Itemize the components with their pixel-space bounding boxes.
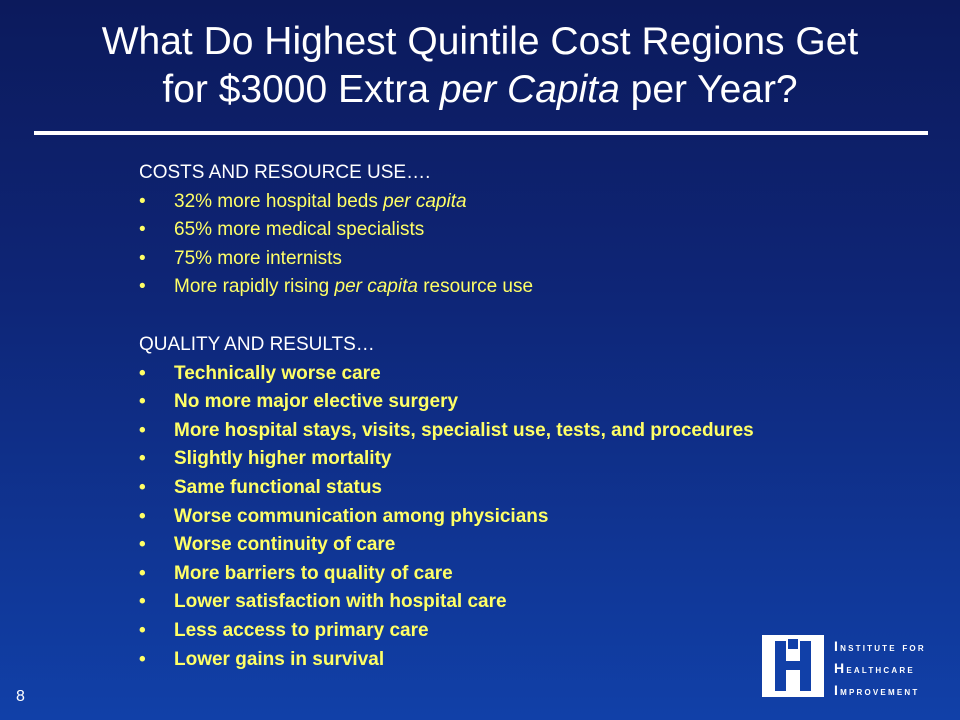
quality-list-item: • Lower satisfaction with hospital care (139, 588, 899, 617)
costs-list-item: • 65% more medical specialists (139, 216, 899, 245)
quality-item-text: Same functional status (174, 476, 382, 498)
slide-title: What Do Highest Quintile Cost Regions Ge… (30, 18, 930, 114)
quality-list-item: • More hospital stays, visits, specialist… (139, 417, 899, 446)
costs-section: COSTS AND RESOURCE USE…. • 32% more hospi… (139, 159, 899, 302)
ihi-logo-mark-icon (762, 635, 824, 697)
quality-list-item: • Less access to primary care (139, 617, 899, 646)
costs-item-text: More rapidly rising per capita resource … (174, 273, 533, 302)
bullet-dot: • (139, 419, 146, 441)
quality-list-item: • Same functional status (139, 474, 899, 503)
quality-item-text: Slightly higher mortality (174, 448, 392, 470)
ihi-logo-line-1: Institute for (834, 638, 926, 654)
costs-item-text-part: 32% more hospital beds (174, 190, 384, 212)
quality-list: • Technically worse care • No more major el… (139, 360, 899, 675)
costs-list-item: • 32% more hospital beds per capita (139, 188, 899, 217)
quality-section: QUALITY AND RESULTS… • Technically worse … (139, 331, 899, 674)
ihi-logo-line-2: Healthcare (834, 660, 915, 676)
title-line-2-end: per Year? (619, 68, 798, 111)
quality-list-item: • Worse continuity of care (139, 531, 899, 560)
bullet-dot: • (139, 219, 146, 241)
costs-item-text: 75% more internists (174, 245, 342, 274)
costs-item-text: 65% more medical specialists (174, 216, 424, 245)
quality-list-item: • Lower gains in survival (139, 646, 899, 675)
costs-heading: COSTS AND RESOURCE USE…. (139, 162, 431, 183)
quality-heading: QUALITY AND RESULTS… (139, 334, 375, 355)
bullet-dot: • (139, 247, 146, 269)
bullet-dot: • (139, 190, 146, 212)
quality-item-text: Lower satisfaction with hospital care (174, 591, 507, 613)
bullet-dot: • (139, 448, 146, 470)
bullet-dot: • (139, 362, 146, 384)
quality-list-item: • Worse communication among physicians (139, 503, 899, 532)
bullet-dot: • (139, 276, 146, 298)
costs-list-item: • 75% more internists (139, 245, 899, 274)
costs-item-text: 32% more hospital beds per capita (174, 188, 467, 217)
quality-item-text: Less access to primary care (174, 619, 429, 641)
costs-list: • 32% more hospital beds per capita • 65% m… (139, 188, 899, 302)
costs-item-text-part: resource use (417, 276, 534, 298)
bullet-dot: • (139, 505, 146, 527)
bullet-dot: • (139, 619, 146, 641)
title-divider (34, 131, 928, 135)
quality-item-text: Worse continuity of care (174, 534, 396, 556)
bullet-dot: • (139, 591, 146, 613)
ihi-logo: Institute for Healthcare Improvement (762, 635, 942, 700)
bullet-dot: • (139, 562, 146, 584)
bullet-dot: • (139, 391, 146, 413)
costs-item-text-emphasis: per capita (334, 276, 418, 298)
title-line-2-emphasis: per Capita (439, 68, 620, 111)
title-line-1: What Do Highest Quintile Cost Regions Ge… (30, 18, 930, 66)
costs-list-item: • More rapidly rising per capita resource… (139, 273, 899, 302)
bullet-dot: • (139, 648, 146, 670)
bullet-dot: • (139, 534, 146, 556)
costs-item-text-part: 75% more internists (174, 247, 342, 269)
quality-list-item: • Slightly higher mortality (139, 445, 899, 474)
quality-item-text: Worse communication among physicians (174, 505, 549, 527)
quality-item-text: More hospital stays, visits, specialist … (174, 419, 754, 441)
quality-item-text: Lower gains in survival (174, 648, 385, 670)
costs-item-text-emphasis: per capita (383, 190, 467, 212)
quality-item-text: Technically worse care (174, 362, 381, 384)
quality-list-item: • More barriers to quality of care (139, 560, 899, 589)
bullet-dot: • (139, 476, 146, 498)
costs-item-text-part: 65% more medical specialists (174, 219, 425, 241)
ihi-logo-text: Institute for Healthcare Improvement (834, 636, 926, 702)
ihi-logo-line-3: Improvement (834, 682, 920, 698)
quality-list-item: • Technically worse care (139, 360, 899, 389)
costs-item-text-part: More rapidly rising (174, 276, 335, 298)
title-line-1-text: What Do Highest Quintile Cost Regions Ge… (101, 20, 859, 63)
quality-list-item: • No more major elective surgery (139, 388, 899, 417)
page-number: 8 (16, 688, 25, 705)
quality-item-text: More barriers to quality of care (174, 562, 453, 584)
title-line-2-start: for $3000 Extra (162, 68, 440, 111)
quality-item-text: No more major elective surgery (174, 391, 459, 413)
title-line-2: for $3000 Extra per Capita per Year? (30, 66, 930, 114)
